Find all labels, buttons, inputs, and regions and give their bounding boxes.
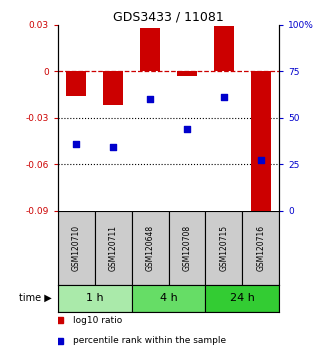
Bar [58,211,95,285]
Bar [177,71,197,76]
Bar [95,211,132,285]
Text: GSM120716: GSM120716 [256,225,265,271]
Bar [169,211,205,285]
Bar [214,26,234,71]
Point [110,144,116,150]
Bar [58,285,132,312]
Text: time ▶: time ▶ [19,293,51,303]
Point [147,96,153,102]
Text: GSM120648: GSM120648 [145,225,155,271]
Bar [205,211,242,285]
Text: GSM120711: GSM120711 [108,225,118,271]
Title: GDS3433 / 11081: GDS3433 / 11081 [113,11,224,24]
Point [74,141,79,147]
Text: 4 h: 4 h [160,293,178,303]
Text: 1 h: 1 h [86,293,103,303]
Text: GSM120710: GSM120710 [72,225,81,271]
Bar [132,211,169,285]
Text: GSM120708: GSM120708 [182,225,192,271]
Bar [251,71,271,218]
Text: percentile rank within the sample: percentile rank within the sample [73,336,226,345]
Text: 24 h: 24 h [230,293,255,303]
Bar [140,28,160,71]
Text: log10 ratio: log10 ratio [73,315,123,325]
Point [184,126,189,132]
Bar [205,285,279,312]
Bar [66,71,86,96]
Text: GSM120715: GSM120715 [219,225,229,271]
Bar [103,71,123,105]
Bar [132,285,205,312]
Point [221,95,226,100]
Bar [242,211,279,285]
Point [258,158,263,163]
